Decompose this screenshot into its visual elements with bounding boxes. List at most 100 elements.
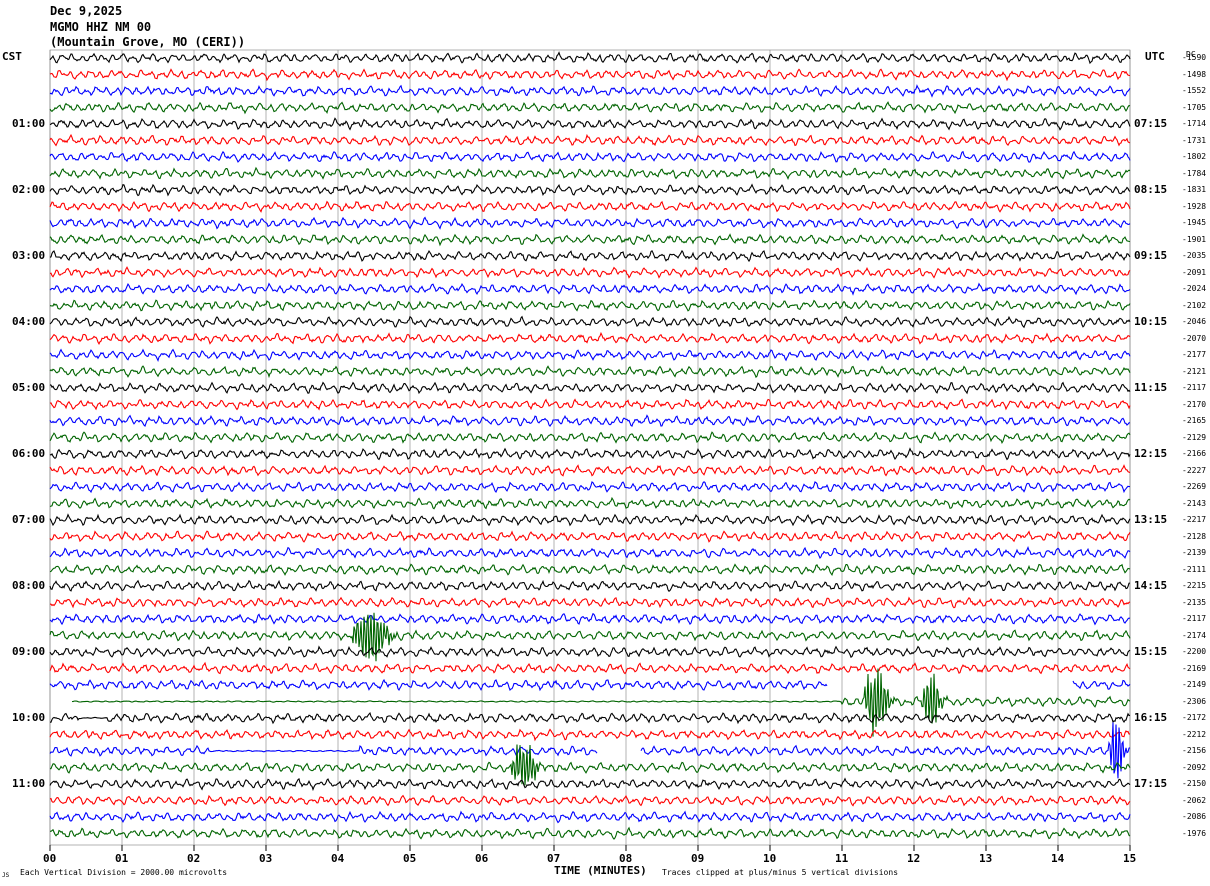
right-timezone-label: UTC [1145, 50, 1165, 63]
header-location: (Mountain Grove, MO (CERI)) [50, 35, 246, 49]
x-tick-label: 04 [331, 852, 345, 865]
seismic-traces [49, 51, 1131, 840]
dc-offset-label: -2046 [1182, 317, 1207, 326]
dc-offset-label: -2111 [1182, 564, 1207, 574]
dc-offset-label: -2035 [1182, 251, 1207, 260]
dc-offset-label: -1901 [1182, 234, 1207, 244]
right-hour-label: 17:15 [1134, 777, 1168, 790]
dc-offset-label: -2169 [1182, 663, 1207, 673]
dc-offset-label: -2086 [1182, 812, 1207, 821]
trace-40 [50, 712, 1131, 725]
dc-offset-label: -2135 [1182, 597, 1207, 607]
grid-lines [49, 49, 1131, 846]
x-tick-label: 07 [547, 852, 561, 865]
trace-36 [49, 645, 1131, 659]
x-tick-label: 06 [475, 852, 489, 865]
dc-offset-label: -2143 [1182, 498, 1207, 508]
dc-offset-label: -1945 [1182, 218, 1207, 227]
dc-offset-label: -2156 [1182, 746, 1207, 755]
dc-offset-label: -1731 [1182, 135, 1207, 145]
dc-offset-label: -2174 [1182, 630, 1207, 640]
trace-25 [49, 464, 1131, 477]
x-tick-label: 14 [1051, 852, 1065, 865]
trace-29 [49, 530, 1131, 543]
dc-offset-label: -2091 [1182, 267, 1207, 277]
trace-30 [49, 545, 1131, 560]
dc-offset-label: -1498 [1182, 69, 1207, 79]
x-tick-label: 11 [835, 852, 849, 865]
dc-offset-label: -1714 [1182, 119, 1207, 128]
dc-offset-label: -2024 [1182, 284, 1207, 293]
x-tick-label: 01 [115, 852, 129, 865]
dc-offset-label: -2102 [1182, 300, 1207, 310]
dc-offset-label: -2149 [1182, 680, 1207, 689]
trace-6 [49, 150, 1131, 163]
trace-10 [49, 216, 1131, 230]
x-tick-label: 00 [43, 852, 57, 865]
dc-offset-label: -2070 [1182, 333, 1207, 343]
dc-offset-label: -2117 [1182, 614, 1207, 623]
trace-37 [49, 661, 1131, 675]
trace-9 [49, 200, 1131, 213]
trace-39 [71, 668, 1131, 737]
right-hour-label: 08:15 [1134, 183, 1168, 196]
left-hour-label: 11:00 [12, 777, 46, 790]
dc-offset-label: -1705 [1182, 102, 1207, 112]
left-hour-label: 05:00 [12, 381, 46, 394]
trace-31 [49, 563, 1131, 576]
trace-19 [49, 365, 1131, 379]
dc-header-label: DC [1186, 50, 1196, 59]
x-tick-label: 02 [187, 852, 201, 865]
dc-offset-label: -2121 [1182, 366, 1207, 376]
dc-offset-label: -2215 [1182, 581, 1207, 590]
trace-32 [49, 579, 1131, 592]
dc-offset-label: -2212 [1182, 729, 1207, 739]
trace-13 [49, 266, 1131, 279]
trace-23 [49, 431, 1131, 445]
x-tick-label: 12 [907, 852, 921, 865]
dc-offset-label: -2227 [1182, 465, 1207, 475]
right-hour-label: 12:15 [1134, 447, 1168, 460]
dc-offset-label: -2306 [1182, 696, 1207, 706]
trace-24 [49, 447, 1131, 461]
dc-offset-label: -2170 [1182, 399, 1207, 409]
trace-0 [49, 51, 1131, 65]
dc-offset-label: -1784 [1182, 168, 1207, 178]
trace-7 [49, 166, 1131, 180]
x-tick-label: 03 [259, 852, 273, 865]
corner-mark: JS [2, 872, 10, 879]
trace-28 [49, 513, 1131, 527]
trace-11 [49, 233, 1131, 247]
trace-2 [49, 84, 1131, 98]
header-station: MGMO HHZ NM 00 [50, 20, 152, 34]
trace-42 [49, 722, 1131, 779]
dc-offset-label: -1928 [1182, 201, 1207, 211]
x-tick-label: 13 [979, 852, 993, 865]
trace-46 [49, 810, 1131, 824]
trace-16 [49, 315, 1131, 329]
dc-offset-label: -2139 [1182, 548, 1207, 557]
x-tick-label: 08 [619, 852, 633, 865]
plot-frame [49, 49, 1131, 846]
left-hour-label: 06:00 [12, 447, 46, 460]
trace-44 [49, 777, 1131, 792]
left-hour-label: 07:00 [12, 513, 46, 526]
trace-17 [49, 331, 1131, 345]
trace-5 [49, 133, 1131, 147]
dc-offset-label: -2269 [1182, 482, 1207, 491]
left-hour-label: 08:00 [12, 579, 46, 592]
left-hour-label: 10:00 [12, 711, 46, 724]
dc-offset-label: -1976 [1182, 828, 1207, 838]
trace-43 [49, 744, 1131, 786]
dc-offset-label: -2117 [1182, 383, 1207, 392]
left-hour-label: 02:00 [12, 183, 46, 196]
left-timezone-label: CST [2, 50, 22, 63]
dc-offset-label: -2177 [1182, 350, 1207, 359]
trace-26 [49, 481, 1130, 494]
left-hour-label: 09:00 [12, 645, 46, 658]
right-hour-label: 10:15 [1134, 315, 1168, 328]
dc-offset-label: -2062 [1182, 795, 1207, 805]
x-axis-ticks [49, 845, 1131, 851]
right-hour-label: 15:15 [1134, 645, 1168, 658]
